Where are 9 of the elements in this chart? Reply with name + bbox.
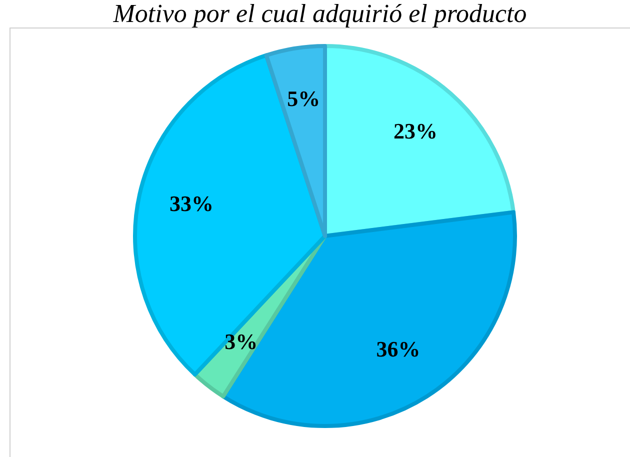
data-label: 3% (224, 329, 258, 354)
data-label: 33% (169, 191, 214, 216)
data-label: 23% (393, 118, 438, 144)
data-label: 5% (287, 86, 320, 111)
data-label: 36% (376, 336, 420, 362)
pie-slice (133, 53, 327, 377)
pie-slice (264, 44, 327, 238)
chart-title: Motivo por el cual adquirió el producto (112, 0, 527, 28)
pie-slice (221, 210, 517, 428)
